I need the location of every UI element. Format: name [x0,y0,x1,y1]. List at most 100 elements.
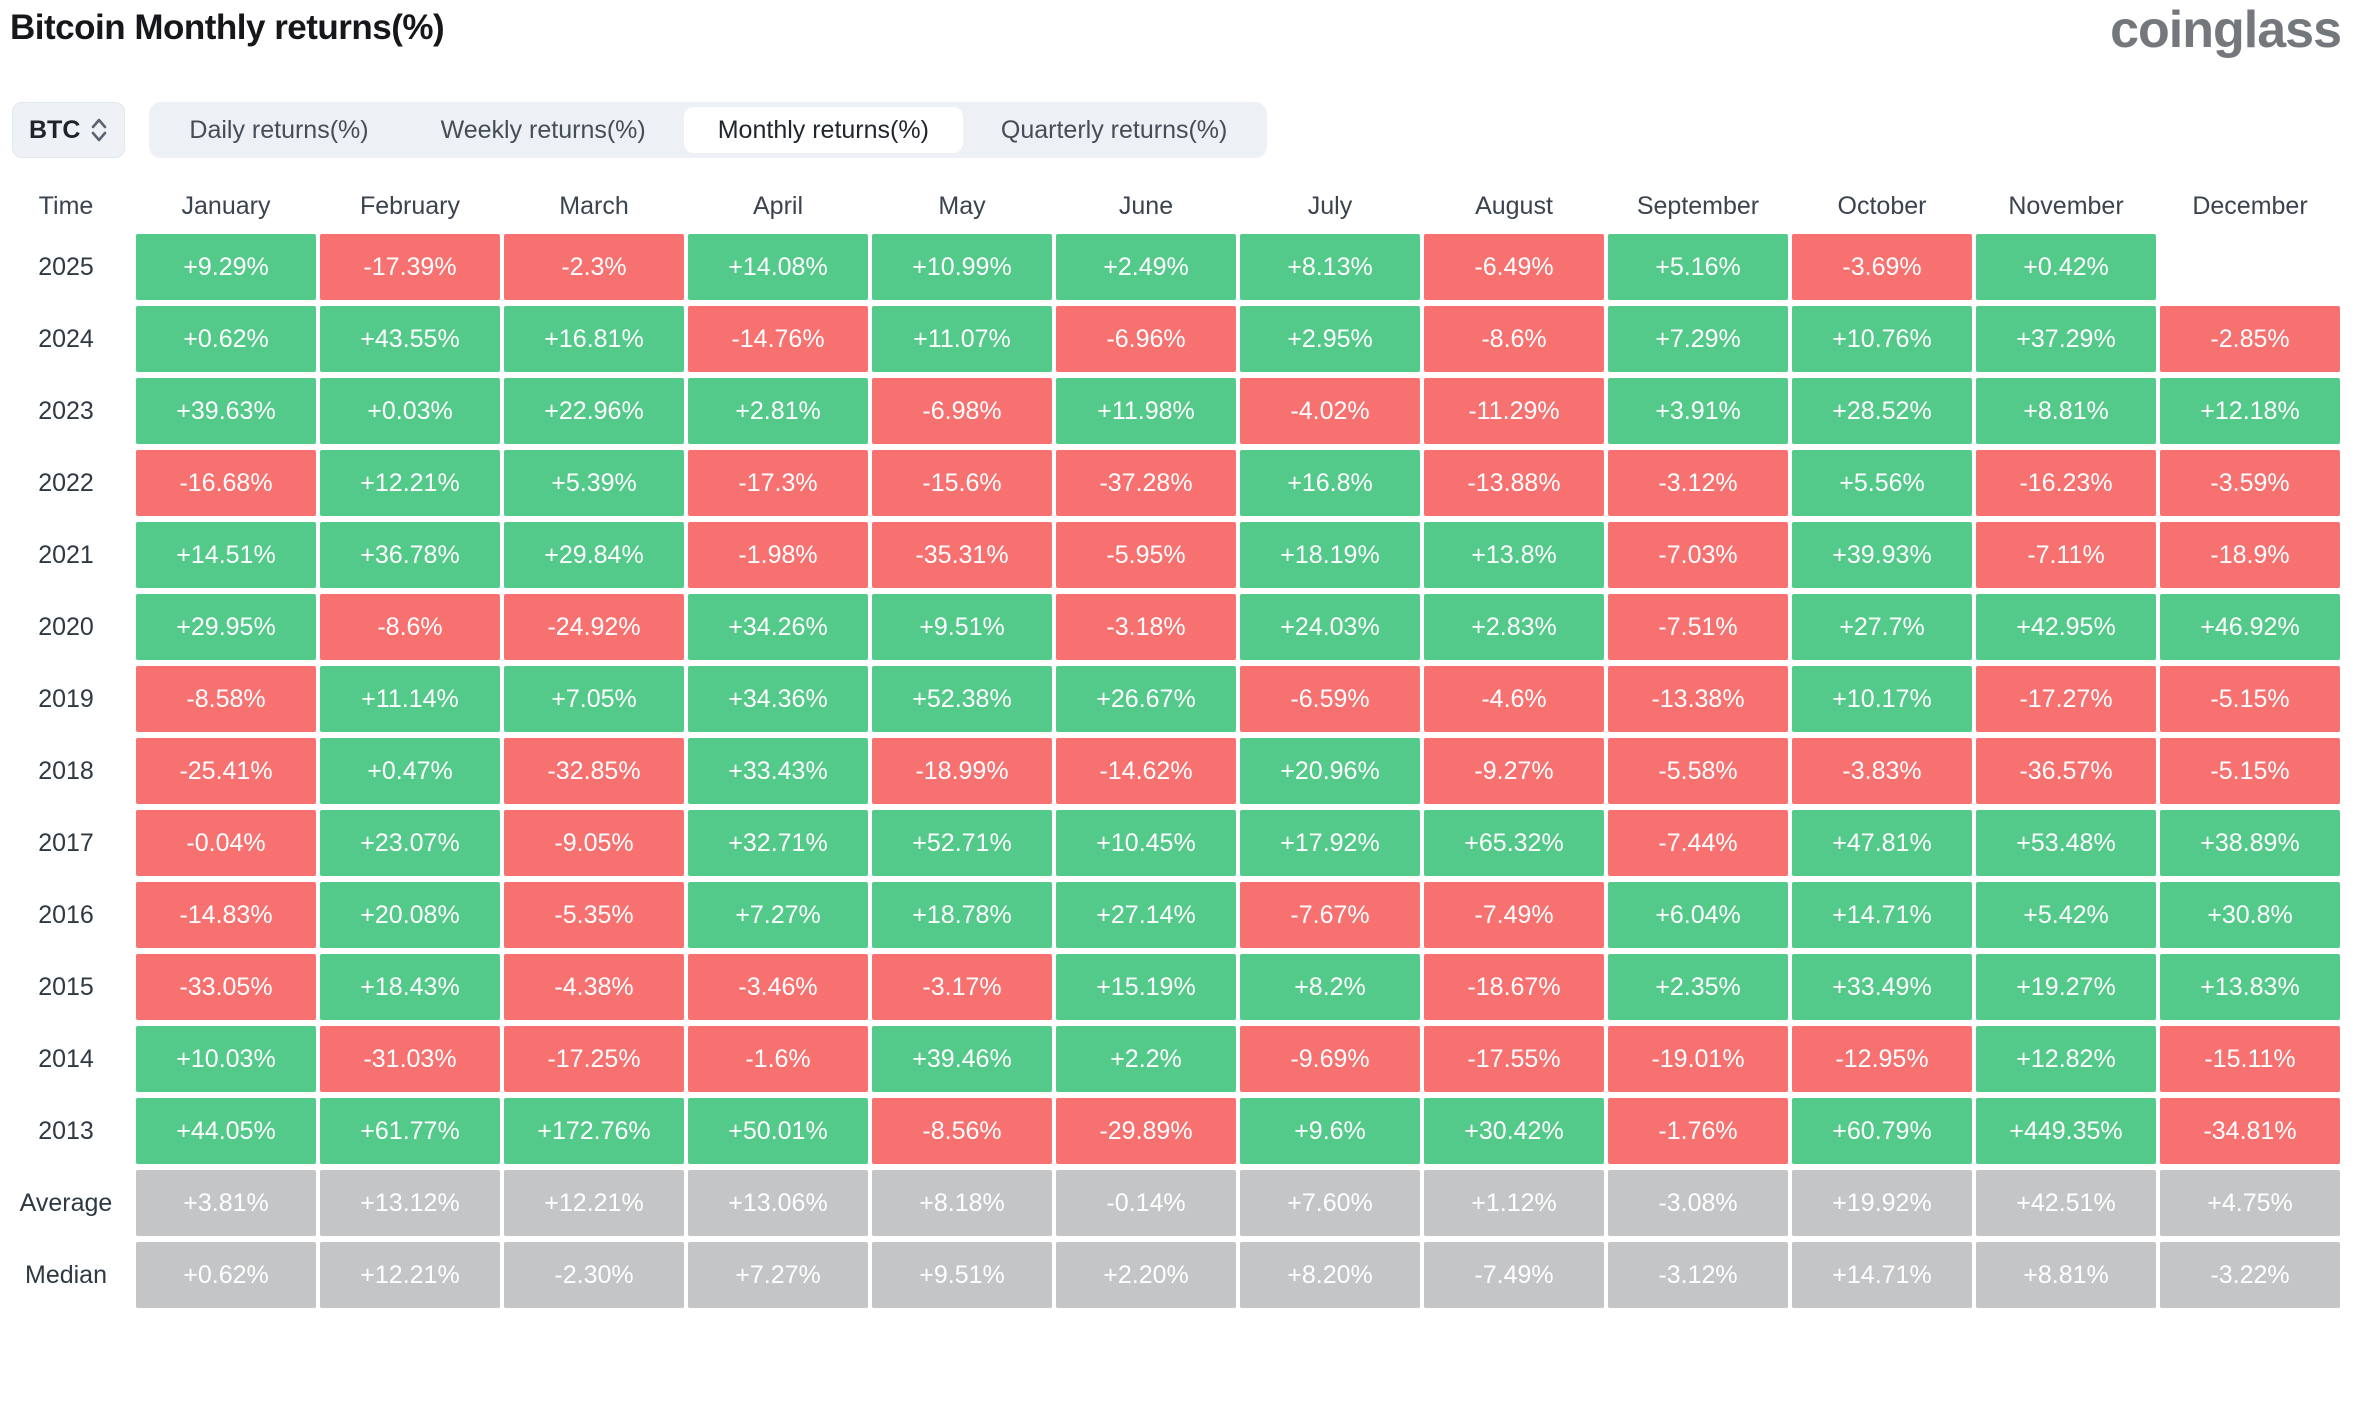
heatmap-cell-2025-may: +10.99% [872,234,1052,300]
heatmap-cell-2024-february: +43.55% [320,306,500,372]
heatmap-cell-2019-april: +34.36% [688,666,868,732]
column-header-june: June [1118,191,1174,220]
heatmap-cell-2024-april: -14.76% [688,306,868,372]
heatmap-cell-2017-september: -7.44% [1608,810,1788,876]
coinglass-logo[interactable]: coinglass [2110,1,2342,59]
heatmap-cell-average-april: +13.06% [688,1170,868,1236]
heatmap-cell-2020-september: -7.51% [1608,594,1788,660]
heatmap-cell-2019-november: -17.27% [1976,666,2156,732]
heatmap-cell-2022-september: -3.12% [1608,450,1788,516]
heatmap-cell-2021-april: -1.98% [688,522,868,588]
heatmap-cell-2015-september: +2.35% [1608,954,1788,1020]
column-header-november: November [2008,191,2124,220]
heatmap-cell-2021-june: -5.95% [1056,522,1236,588]
heatmap-cell-2016-may: +18.78% [872,882,1052,948]
heatmap-cell-2022-august: -13.88% [1424,450,1604,516]
heatmap-cell-2016-june: +27.14% [1056,882,1236,948]
heatmap-cell-2022-february: +12.21% [320,450,500,516]
heatmap-cell-2015-february: +18.43% [320,954,500,1020]
column-header-october: October [1837,191,1927,220]
heatmap-cell-2023-april: +2.81% [688,378,868,444]
heatmap-cell-2021-september: -7.03% [1608,522,1788,588]
chevron-up-down-icon [90,117,108,143]
column-header-august: August [1475,191,1553,220]
column-header-may: May [938,191,986,220]
heatmap-cell-2016-november: +5.42% [1976,882,2156,948]
heatmap-cell-2021-november: -7.11% [1976,522,2156,588]
heatmap-cell-2025-september: +5.16% [1608,234,1788,300]
row-label-2023: 2023 [38,396,94,425]
heatmap-cell-2019-may: +52.38% [872,666,1052,732]
heatmap-cell-2020-july: +24.03% [1240,594,1420,660]
heatmap-cell-2014-august: -17.55% [1424,1026,1604,1092]
page-title: Bitcoin Monthly returns(%) [10,8,445,47]
heatmap-cell-average-march: +12.21% [504,1170,684,1236]
heatmap-cell-average-october: +19.92% [1792,1170,1972,1236]
symbol-select-value: BTC [29,115,81,144]
heatmap-cell-2017-june: +10.45% [1056,810,1236,876]
heatmap-cell-2017-february: +23.07% [320,810,500,876]
heatmap-cell-2017-january: -0.04% [136,810,316,876]
row-label-median: Median [25,1260,107,1289]
tab-monthly-returns[interactable]: Monthly returns(%) [683,107,963,153]
heatmap-cell-2022-december: -3.59% [2160,450,2340,516]
heatmap-cell-median-october: +14.71% [1792,1242,1972,1308]
column-header-september: September [1636,191,1760,220]
heatmap-cell-2013-january: +44.05% [136,1098,316,1164]
heatmap-cell-2013-december: -34.81% [2160,1098,2340,1164]
heatmap-cell-2024-december: -2.85% [2160,306,2340,372]
heatmap-cell-2018-july: +20.96% [1240,738,1420,804]
heatmap-cell-average-february: +13.12% [320,1170,500,1236]
heatmap-cell-2020-october: +27.7% [1792,594,1972,660]
heatmap-cell-2025-july: +8.13% [1240,234,1420,300]
heatmap-cell-median-january: +0.62% [136,1242,316,1308]
heatmap-cell-average-september: -3.08% [1608,1170,1788,1236]
heatmap-cell-2017-july: +17.92% [1240,810,1420,876]
heatmap-cell-average-january: +3.81% [136,1170,316,1236]
row-label-2018: 2018 [38,756,94,785]
column-header-july: July [1307,191,1353,220]
heatmap-cell-2016-december: +30.8% [2160,882,2340,948]
monthly-returns-heatmap: Time January February March April May June July… [0,184,2359,1308]
heatmap-cell-2021-january: +14.51% [136,522,316,588]
heatmap-cell-median-may: +9.51% [872,1242,1052,1308]
heatmap-cell-2015-june: +15.19% [1056,954,1236,1020]
heatmap-cell-2014-september: -19.01% [1608,1026,1788,1092]
heatmap-cell-2016-july: -7.67% [1240,882,1420,948]
heatmap-cell-2025-october: -3.69% [1792,234,1972,300]
heatmap-cell-2017-october: +47.81% [1792,810,1972,876]
tab-quarterly-returns[interactable]: Quarterly returns(%) [1000,115,1228,144]
tab-weekly-returns[interactable]: Weekly returns(%) [440,115,646,144]
tab-daily-returns[interactable]: Daily returns(%) [189,115,369,144]
heatmap-cell-2021-july: +18.19% [1240,522,1420,588]
heatmap-cell-2023-may: -6.98% [872,378,1052,444]
heatmap-cell-2025-november: +0.42% [1976,234,2156,300]
heatmap-cell-2019-october: +10.17% [1792,666,1972,732]
heatmap-cell-2014-march: -17.25% [504,1026,684,1092]
symbol-select[interactable]: BTC [12,102,126,158]
heatmap-cell-median-august: -7.49% [1424,1242,1604,1308]
heatmap-cell-2024-september: +7.29% [1608,306,1788,372]
heatmap-cell-2016-february: +20.08% [320,882,500,948]
heatmap-cell-2018-september: -5.58% [1608,738,1788,804]
heatmap-cell-2024-august: -8.6% [1424,306,1604,372]
heatmap-cell-2014-june: +2.2% [1056,1026,1236,1092]
heatmap-cell-2019-january: -8.58% [136,666,316,732]
heatmap-cell-2019-february: +11.14% [320,666,500,732]
row-label-2019: 2019 [38,684,94,713]
heatmap-cell-2013-october: +60.79% [1792,1098,1972,1164]
heatmap-cell-2017-march: -9.05% [504,810,684,876]
heatmap-cell-2016-january: -14.83% [136,882,316,948]
heatmap-cell-2022-november: -16.23% [1976,450,2156,516]
heatmap-cell-median-june: +2.20% [1056,1242,1236,1308]
controls-bar: BTC Daily returns(%) Weekly returns(%) Mon… [12,102,2359,158]
heatmap-cell-2021-december: -18.9% [2160,522,2340,588]
heatmap-cell-2018-february: +0.47% [320,738,500,804]
heatmap-cell-2022-january: -16.68% [136,450,316,516]
heatmap-cell-2022-march: +5.39% [504,450,684,516]
heatmap-cell-2013-august: +30.42% [1424,1098,1604,1164]
heatmap-cell-median-february: +12.21% [320,1242,500,1308]
topbar: Bitcoin Monthly returns(%) coinglass [0,0,2359,64]
heatmap-cell-2021-march: +29.84% [504,522,684,588]
heatmap-cell-2023-january: +39.63% [136,378,316,444]
